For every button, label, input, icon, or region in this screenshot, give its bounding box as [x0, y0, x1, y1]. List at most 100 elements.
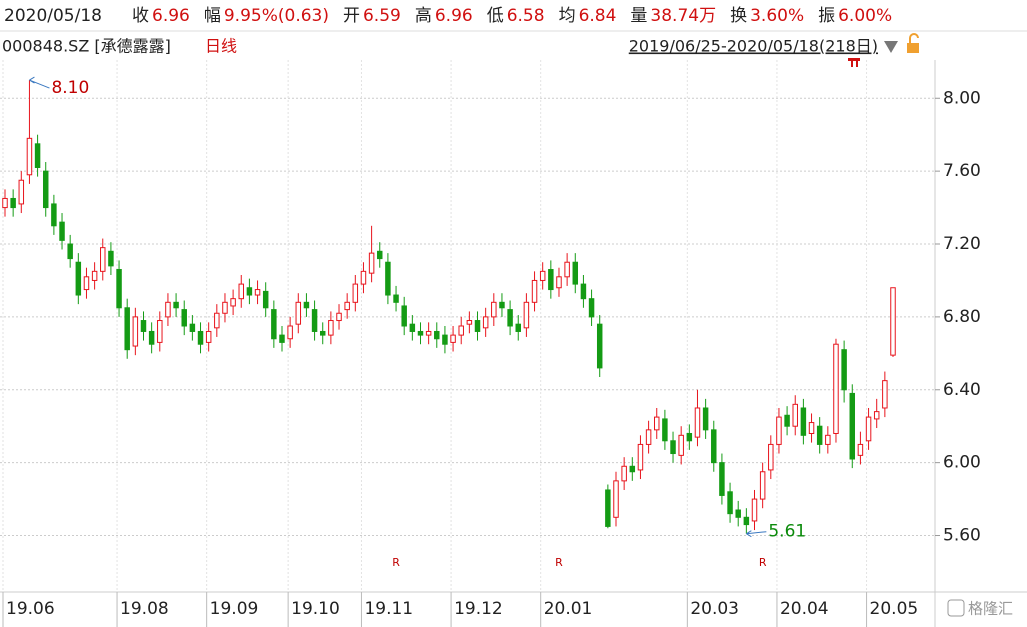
annotation-label: 5.61 [768, 522, 806, 542]
candle-body [662, 418, 668, 442]
candle-body [377, 250, 383, 260]
candle-body [458, 325, 464, 336]
candle-body [678, 434, 684, 456]
candle-body [727, 491, 733, 515]
event-marker: R [555, 556, 563, 569]
date-range[interactable]: 2019/06/25-2020/05/18(218日) [629, 37, 878, 56]
candle-body [833, 343, 839, 434]
candle-body [776, 416, 782, 445]
candle-body [849, 392, 856, 460]
candle-body [368, 252, 375, 274]
x-tick-label: 19.11 [364, 599, 413, 619]
candle-body [100, 247, 106, 272]
field-label: 量 [630, 6, 647, 26]
candle-body [83, 276, 90, 291]
stock-name: 000848.SZ [承德露露] [2, 37, 171, 56]
candle-body [743, 516, 750, 526]
y-tick-label: 5.60 [943, 526, 981, 546]
annotation-label: 8.10 [51, 78, 89, 98]
header-date: 2020/05/18 [4, 6, 102, 26]
candle-body [18, 179, 25, 205]
candle-body [808, 422, 815, 434]
candle-body [482, 316, 489, 329]
candle-body [735, 509, 741, 518]
field-label: 低 [487, 6, 504, 26]
candle-body [67, 243, 73, 260]
field-value: 6.84 [579, 6, 617, 26]
field-label: 幅 [204, 6, 221, 26]
candle-body [841, 349, 847, 391]
candle-body [205, 330, 212, 343]
candle-body [580, 283, 587, 300]
candle-body [393, 294, 399, 303]
field-label: 高 [415, 6, 432, 26]
lock-icon[interactable] [907, 43, 919, 53]
candle-body [246, 287, 253, 296]
candle-body [816, 425, 823, 445]
field-value: 9.95%(0.63) [224, 6, 329, 26]
event-marker: R [759, 556, 767, 569]
candle-body [686, 432, 693, 442]
candle-body [702, 407, 709, 431]
candle-body [124, 307, 130, 351]
candle-body [784, 414, 790, 427]
candle-body [442, 334, 448, 345]
candle-body [515, 323, 521, 332]
candle-body [466, 320, 473, 325]
x-tick-label: 19.12 [454, 599, 503, 619]
candle-body [450, 334, 456, 343]
field-label: 振 [818, 6, 835, 26]
candle-body [295, 301, 302, 325]
candle-body [548, 269, 554, 291]
candle-body [132, 316, 139, 347]
candle-body [197, 330, 204, 345]
candle-body [42, 170, 49, 209]
candle-body [474, 320, 481, 332]
period[interactable]: 日线 [205, 37, 237, 56]
candle-body [825, 434, 831, 445]
candle-body [254, 289, 261, 296]
candle-body [303, 301, 310, 309]
candle-body [238, 283, 244, 300]
candle-body [531, 279, 538, 303]
x-tick-label: 19.06 [6, 599, 55, 619]
y-tick-label: 7.20 [943, 234, 981, 254]
x-tick-label: 20.05 [870, 599, 919, 619]
x-tick-label: 19.10 [291, 599, 340, 619]
candle-body [564, 261, 570, 278]
watermark-logo [947, 599, 965, 617]
x-tick-label: 20.04 [780, 599, 829, 619]
y-tick-label: 8.00 [943, 88, 981, 108]
candle-body [336, 312, 342, 322]
annotation-arrow [746, 530, 767, 538]
field-value: 6.58 [507, 6, 545, 26]
candle-body [711, 429, 717, 464]
candle-body [605, 489, 611, 527]
candle-body [26, 137, 33, 176]
flag-icon [856, 58, 858, 67]
candle-body [75, 261, 82, 296]
dropdown-icon[interactable] [884, 41, 898, 53]
y-tick-label: 6.80 [943, 307, 981, 327]
candle-body [214, 312, 220, 329]
field-value: 38.74万 [650, 6, 716, 26]
candle-body [629, 465, 636, 473]
y-tick-label: 6.40 [943, 380, 981, 400]
candle-body [792, 403, 798, 427]
candle-body [2, 197, 8, 209]
candle-body [189, 323, 196, 332]
candle-body [865, 416, 872, 442]
field-value: 6.00% [838, 6, 892, 26]
candle-body [10, 197, 16, 209]
candle-body [328, 320, 334, 336]
header-fields: 收 6.96 幅 9.95%(0.63) 开 6.59 高 6.96 低 6.58 均 6.84 量 38… [132, 6, 892, 26]
candle-body [751, 498, 758, 522]
field-value: 6.96 [152, 6, 190, 26]
x-tick-label: 20.01 [544, 599, 593, 619]
annotation-arrow [29, 76, 50, 89]
candle-body [882, 380, 888, 409]
event-marker: R [392, 556, 400, 569]
candle-body [34, 143, 41, 168]
